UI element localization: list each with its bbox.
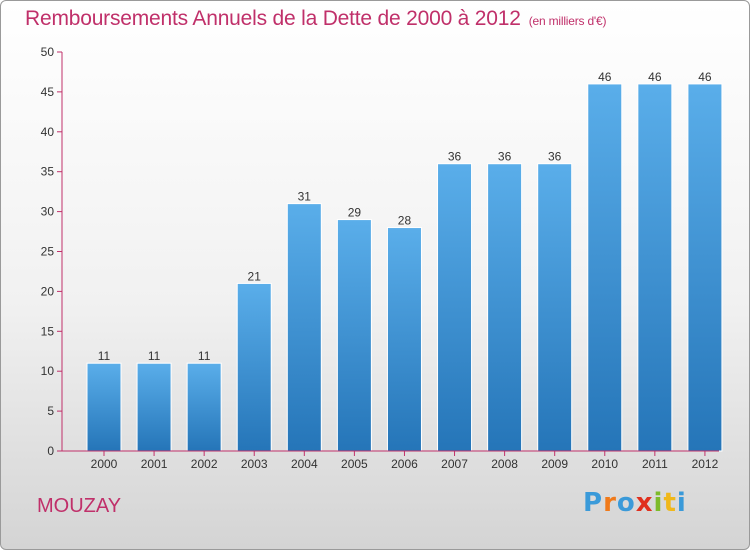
bar-2011 — [637, 83, 673, 452]
x-tick-label: 2007 — [441, 457, 468, 471]
bar-value-label: 21 — [248, 269, 262, 283]
y-tick-label: 30 — [41, 205, 55, 219]
bars: 11 11 11 21 31 29 28 36 36 36 46 46 46 — [86, 70, 723, 452]
x-tick-label: 2003 — [241, 457, 268, 471]
bar-value-label: 31 — [298, 190, 312, 204]
proxiti-logo: Proxiti — [583, 488, 687, 518]
bar-value-label: 11 — [198, 349, 211, 363]
bar-2010 — [587, 83, 623, 452]
y-axis: 0 5 10 15 20 25 30 35 40 45 50 — [41, 45, 63, 458]
bar-value-label: 46 — [598, 70, 612, 84]
bar-value-label: 29 — [348, 206, 362, 220]
bar-2003 — [236, 282, 272, 452]
x-axis: 2000 2001 2002 2003 2004 2005 2006 2007 2008 2009… — [62, 450, 719, 471]
bar-2004 — [286, 203, 322, 452]
logo-letter: o — [616, 488, 636, 518]
bar-2009 — [537, 163, 573, 452]
chart-title-text: Remboursements Annuels de la Dette de 20… — [25, 7, 521, 30]
x-tick-label: 2000 — [91, 457, 118, 471]
x-tick-label: 2006 — [391, 457, 418, 471]
bar-2012 — [687, 83, 723, 452]
y-tick-label: 15 — [41, 324, 55, 338]
x-tick-label: 2002 — [191, 457, 218, 471]
bar-value-label: 11 — [148, 349, 161, 363]
y-tick-label: 50 — [41, 45, 55, 59]
bar-2001 — [136, 362, 172, 452]
bar-2006 — [386, 227, 422, 452]
bar-value-label: 36 — [448, 150, 462, 164]
x-tick-label: 2012 — [692, 457, 719, 471]
y-tick-label: 5 — [47, 404, 54, 418]
x-tick-label: 2004 — [291, 457, 318, 471]
x-tick-label: 2010 — [591, 457, 618, 471]
bar-2008 — [487, 163, 523, 452]
y-tick-label: 20 — [41, 284, 55, 298]
bar-value-label: 36 — [498, 150, 512, 164]
bar-value-label: 28 — [398, 214, 412, 228]
bar-value-label: 46 — [648, 70, 662, 84]
logo-letter: x — [635, 488, 654, 518]
bar-2007 — [437, 163, 473, 452]
chart-title: Remboursements Annuels de la Dette de 20… — [25, 7, 606, 31]
logo-letter: r — [603, 488, 617, 518]
logo-letter: i — [676, 488, 687, 518]
unit-note: (en milliers d'€) — [528, 14, 607, 28]
y-tick-label: 25 — [41, 245, 55, 259]
y-tick-label: 35 — [41, 165, 55, 179]
x-tick-label: 2009 — [541, 457, 568, 471]
bar-2002 — [186, 362, 222, 452]
y-tick-label: 10 — [41, 364, 55, 378]
x-tick-label: 2001 — [141, 457, 168, 471]
bar-value-label: 36 — [548, 150, 562, 164]
y-tick-label: 0 — [47, 444, 54, 458]
bar-2000 — [86, 362, 122, 452]
logo-letter: i — [653, 488, 664, 518]
logo-letter: P — [583, 488, 604, 518]
town-name: MOUZAY — [37, 495, 122, 517]
x-tick-label: 2005 — [341, 457, 368, 471]
x-tick-label: 2008 — [491, 457, 518, 471]
y-tick-label: 45 — [41, 85, 55, 99]
bar-value-label: 46 — [698, 70, 712, 84]
logo-letter: t — [663, 488, 677, 518]
bar-value-label: 11 — [98, 349, 111, 363]
bar-2005 — [336, 219, 372, 452]
y-tick-label: 40 — [41, 125, 55, 139]
x-tick-label: 2011 — [642, 457, 668, 471]
